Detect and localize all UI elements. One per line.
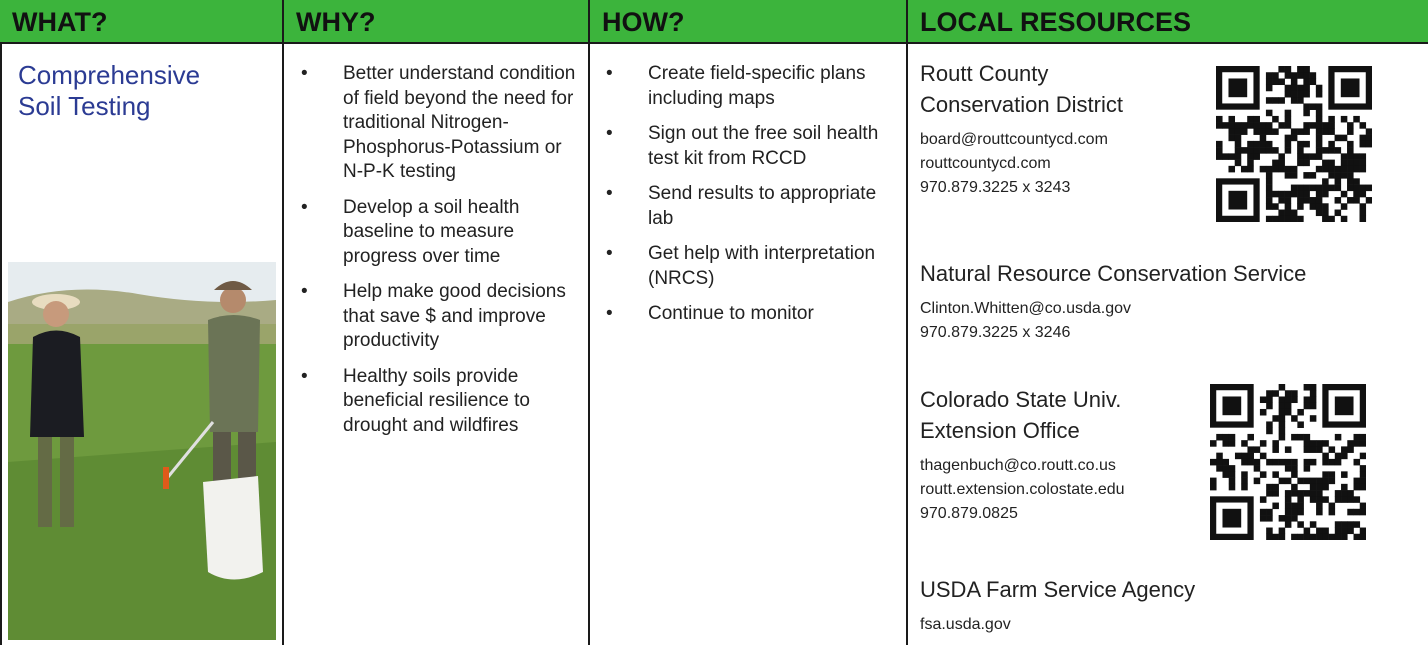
why-column: Better understand condition of field bey…: [284, 44, 590, 645]
header-why: WHY?: [284, 0, 590, 44]
why-item: Better understand condition of field bey…: [343, 62, 583, 185]
resource-name: Colorado State Univ. Extension Office: [920, 384, 1190, 446]
resource: Colorado State Univ. Extension Office tha…: [920, 384, 1190, 526]
resource-contact: board@routtcountycd.com: [920, 128, 1180, 152]
qr-code: [1210, 384, 1366, 540]
resources-column: Routt County Conservation District board@…: [908, 44, 1428, 645]
resource: Routt County Conservation District board@…: [920, 58, 1180, 200]
how-item: Continue to monitor: [648, 302, 900, 327]
how-column: Create field-specific plans including ma…: [590, 44, 908, 645]
qr-code: [1216, 66, 1372, 222]
what-title: Comprehensive Soil Testing: [18, 60, 228, 122]
resource-contact: 970.879.3225 x 3246: [920, 321, 1410, 345]
resource-name: Routt County Conservation District: [920, 58, 1180, 120]
resource-contact: Clinton.Whitten@co.usda.gov: [920, 297, 1410, 321]
resource-contact: routt.extension.colostate.edu: [920, 478, 1190, 502]
resource-contact: 970.879.3225 x 3243: [920, 176, 1180, 200]
resource: USDA Farm Service Agency fsa.usda.gov: [920, 574, 1410, 637]
header-resources: LOCAL RESOURCES: [908, 0, 1428, 44]
resource: Natural Resource Conservation Service Cli…: [920, 258, 1410, 345]
resource-contact: routtcountycd.com: [920, 152, 1180, 176]
resource-contact: fsa.usda.gov: [920, 613, 1410, 637]
why-item: Help make good decisions that save $ and…: [343, 280, 583, 354]
header-how: HOW?: [590, 0, 908, 44]
resource-name: USDA Farm Service Agency: [920, 574, 1410, 605]
resource-contact: thagenbuch@co.routt.co.us: [920, 454, 1190, 478]
how-item: Send results to appropriate lab: [648, 182, 900, 231]
why-item: Develop a soil health baseline to measur…: [343, 196, 583, 270]
header-what: WHAT?: [0, 0, 284, 44]
how-item: Create field-specific plans including ma…: [648, 62, 900, 111]
how-list: Create field-specific plans including ma…: [648, 62, 900, 338]
why-item: Healthy soils provide beneficial resilie…: [343, 365, 583, 439]
how-item: Sign out the free soil health test kit f…: [648, 122, 900, 171]
resource-contact: 970.879.0825: [920, 502, 1190, 526]
photo: [8, 262, 276, 640]
what-column: Comprehensive Soil Testing: [0, 44, 284, 645]
how-item: Get help with interpretation (NRCS): [648, 242, 900, 291]
why-list: Better understand condition of field bey…: [343, 62, 583, 449]
resource-name: Natural Resource Conservation Service: [920, 258, 1410, 289]
page: WHAT? WHY? HOW? LOCAL RESOURCES Comprehe…: [0, 0, 1428, 645]
